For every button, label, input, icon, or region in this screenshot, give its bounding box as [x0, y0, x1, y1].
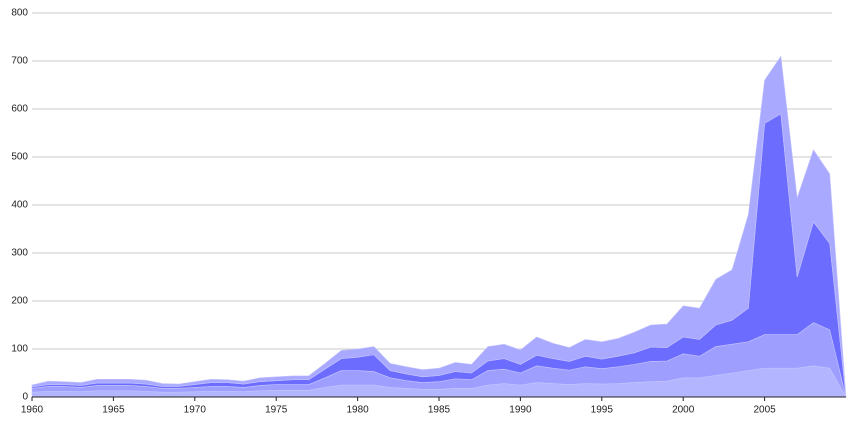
y-tick-label: 200 [11, 296, 28, 307]
y-tick-label: 600 [11, 104, 28, 115]
y-tick-label: 0 [22, 392, 28, 403]
y-tick-label: 300 [11, 248, 28, 259]
x-tick-label: 1980 [346, 405, 369, 416]
y-tick-label: 100 [11, 344, 28, 355]
y-tick-label: 800 [11, 8, 28, 19]
x-tick-label: 1985 [428, 405, 451, 416]
x-tick-label: 1960 [21, 405, 44, 416]
x-tick-label: 1990 [509, 405, 532, 416]
y-tick-label: 700 [11, 56, 28, 67]
x-tick-label: 2005 [753, 405, 776, 416]
x-tick-label: 1970 [184, 405, 207, 416]
x-tick-label: 2000 [672, 405, 695, 416]
y-tick-label: 400 [11, 200, 28, 211]
x-tick-label: 1965 [102, 405, 125, 416]
x-tick-label: 1975 [265, 405, 288, 416]
y-tick-label: 500 [11, 152, 28, 163]
area [31, 55, 847, 398]
x-tick-label: 1995 [591, 405, 614, 416]
